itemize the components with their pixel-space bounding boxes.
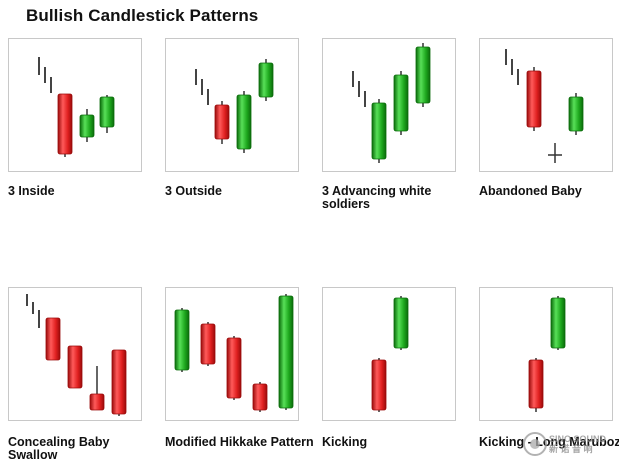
doji-candle — [548, 143, 562, 163]
candlestick-diagram — [174, 294, 294, 412]
pattern-label: Modified Hikkake Pattern — [165, 435, 314, 449]
candlestick-diagram — [38, 57, 115, 157]
green-candle — [393, 71, 409, 135]
pattern-card — [165, 38, 299, 172]
pattern-card — [479, 38, 613, 172]
pattern-label: Kicking - Long Marubozu — [479, 435, 619, 449]
red-candle — [111, 349, 127, 416]
red-candle — [252, 382, 268, 412]
pattern-label: 3 Inside — [8, 184, 55, 198]
red-candle — [526, 67, 542, 131]
candlestick-diagram — [528, 296, 566, 412]
page-title: Bullish Candlestick Patterns — [26, 6, 259, 25]
green-candle — [174, 308, 190, 372]
red-candle — [45, 317, 61, 361]
pattern-label: 3 Advancing white soldiers — [322, 184, 432, 211]
red-candle — [200, 322, 216, 366]
red-candle — [371, 358, 387, 412]
pattern-label: Kicking — [322, 435, 368, 449]
red-candle — [226, 336, 242, 400]
green-candle — [79, 109, 95, 142]
red-candle — [214, 101, 230, 144]
pattern-card — [479, 287, 613, 421]
red-candle — [67, 345, 83, 389]
pattern-card — [8, 38, 142, 172]
candlestick-diagram — [352, 43, 431, 163]
pattern-label: Abandoned Baby — [479, 184, 582, 198]
pattern-label: 3 Outside — [165, 184, 222, 198]
pattern-card — [322, 287, 456, 421]
green-candle — [415, 43, 431, 107]
watermark-line2: 新 诺 音 响 — [549, 444, 593, 454]
green-candle — [258, 59, 274, 101]
watermark-icon — [523, 432, 547, 456]
pattern-card — [8, 287, 142, 421]
candlestick-diagram — [195, 59, 274, 153]
watermark-line1: SINO SOUND — [549, 434, 607, 444]
green-candle — [278, 294, 294, 410]
green-candle — [99, 95, 115, 133]
red-candle — [57, 93, 73, 157]
pattern-card — [165, 287, 299, 421]
green-candle — [236, 91, 252, 153]
red-candle — [89, 366, 105, 411]
green-candle — [393, 296, 409, 350]
pattern-label: Concealing Baby Swallow — [8, 435, 110, 462]
pattern-card — [322, 38, 456, 172]
red-candle — [528, 358, 544, 412]
green-candle — [371, 99, 387, 163]
green-candle — [568, 93, 584, 135]
candlestick-diagram — [505, 49, 584, 163]
candlestick-diagram — [26, 294, 127, 416]
watermark-text: SINO SOUND 新 诺 音 响 — [549, 434, 606, 454]
green-candle — [550, 296, 566, 350]
candlestick-diagram — [371, 296, 409, 412]
watermark-logo: SINO SOUND 新 诺 音 响 — [521, 430, 615, 458]
